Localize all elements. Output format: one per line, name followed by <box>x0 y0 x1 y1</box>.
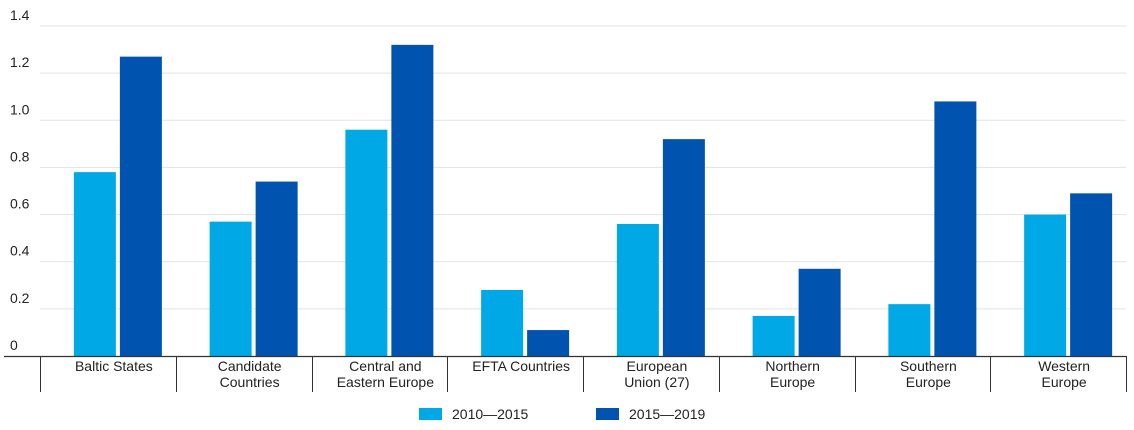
x-category-label: Europe <box>1042 374 1087 390</box>
legend-swatch <box>419 408 442 420</box>
legend-swatch <box>596 408 619 420</box>
y-tick-label: 0.4 <box>10 243 30 259</box>
bar-series-1 <box>73 172 116 356</box>
y-tick-label: 0 <box>10 337 18 353</box>
x-category-label: Central and <box>349 358 421 374</box>
y-tick-label: 0.2 <box>10 290 30 306</box>
x-category-label: Northern <box>765 358 819 374</box>
bar-series-2 <box>391 44 434 356</box>
y-tick-label: 0.8 <box>10 148 30 164</box>
bar-series-1 <box>888 304 931 356</box>
y-tick-label: 0.6 <box>10 196 30 212</box>
bar-series-2 <box>527 330 570 356</box>
bar-series-2 <box>662 139 705 356</box>
bar-series-2 <box>798 268 841 356</box>
legend: 2010—2015 2015—2019 <box>419 406 706 422</box>
bar-series-2 <box>119 56 162 357</box>
x-axis <box>4 355 1127 392</box>
legend-label: 2010—2015 <box>452 406 529 422</box>
bar-series-2 <box>934 101 977 356</box>
bar-series-2 <box>1070 193 1113 356</box>
x-category-label: Europe <box>906 374 951 390</box>
x-category-label: Candidate <box>218 358 282 374</box>
x-category-label: EFTA Countries <box>472 358 570 374</box>
y-tick-label: 1.0 <box>10 101 30 117</box>
y-axis-ticks: 0 0.2 0.4 0.6 0.8 1.0 1.2 1.4 <box>10 7 30 353</box>
bar-series-1 <box>345 129 388 356</box>
x-category-label: Eastern Europe <box>337 374 434 390</box>
bars <box>73 44 1113 357</box>
x-category-label: Baltic States <box>75 358 153 374</box>
x-category-label: European <box>627 358 688 374</box>
y-tick-label: 1.4 <box>10 7 30 23</box>
x-category-label: Countries <box>220 374 280 390</box>
bar-series-1 <box>1024 214 1067 356</box>
legend-label: 2015—2019 <box>629 406 706 422</box>
bar-series-2 <box>255 181 298 356</box>
y-tick-label: 1.2 <box>10 54 30 70</box>
x-category-label: Union (27) <box>624 374 689 390</box>
bar-series-1 <box>616 224 659 356</box>
x-category-label: Europe <box>770 374 815 390</box>
x-category-label: Western <box>1038 358 1090 374</box>
bar-series-1 <box>209 221 252 356</box>
x-category-label: Southern <box>900 358 957 374</box>
bar-series-1 <box>752 315 795 356</box>
bar-series-1 <box>481 290 524 356</box>
